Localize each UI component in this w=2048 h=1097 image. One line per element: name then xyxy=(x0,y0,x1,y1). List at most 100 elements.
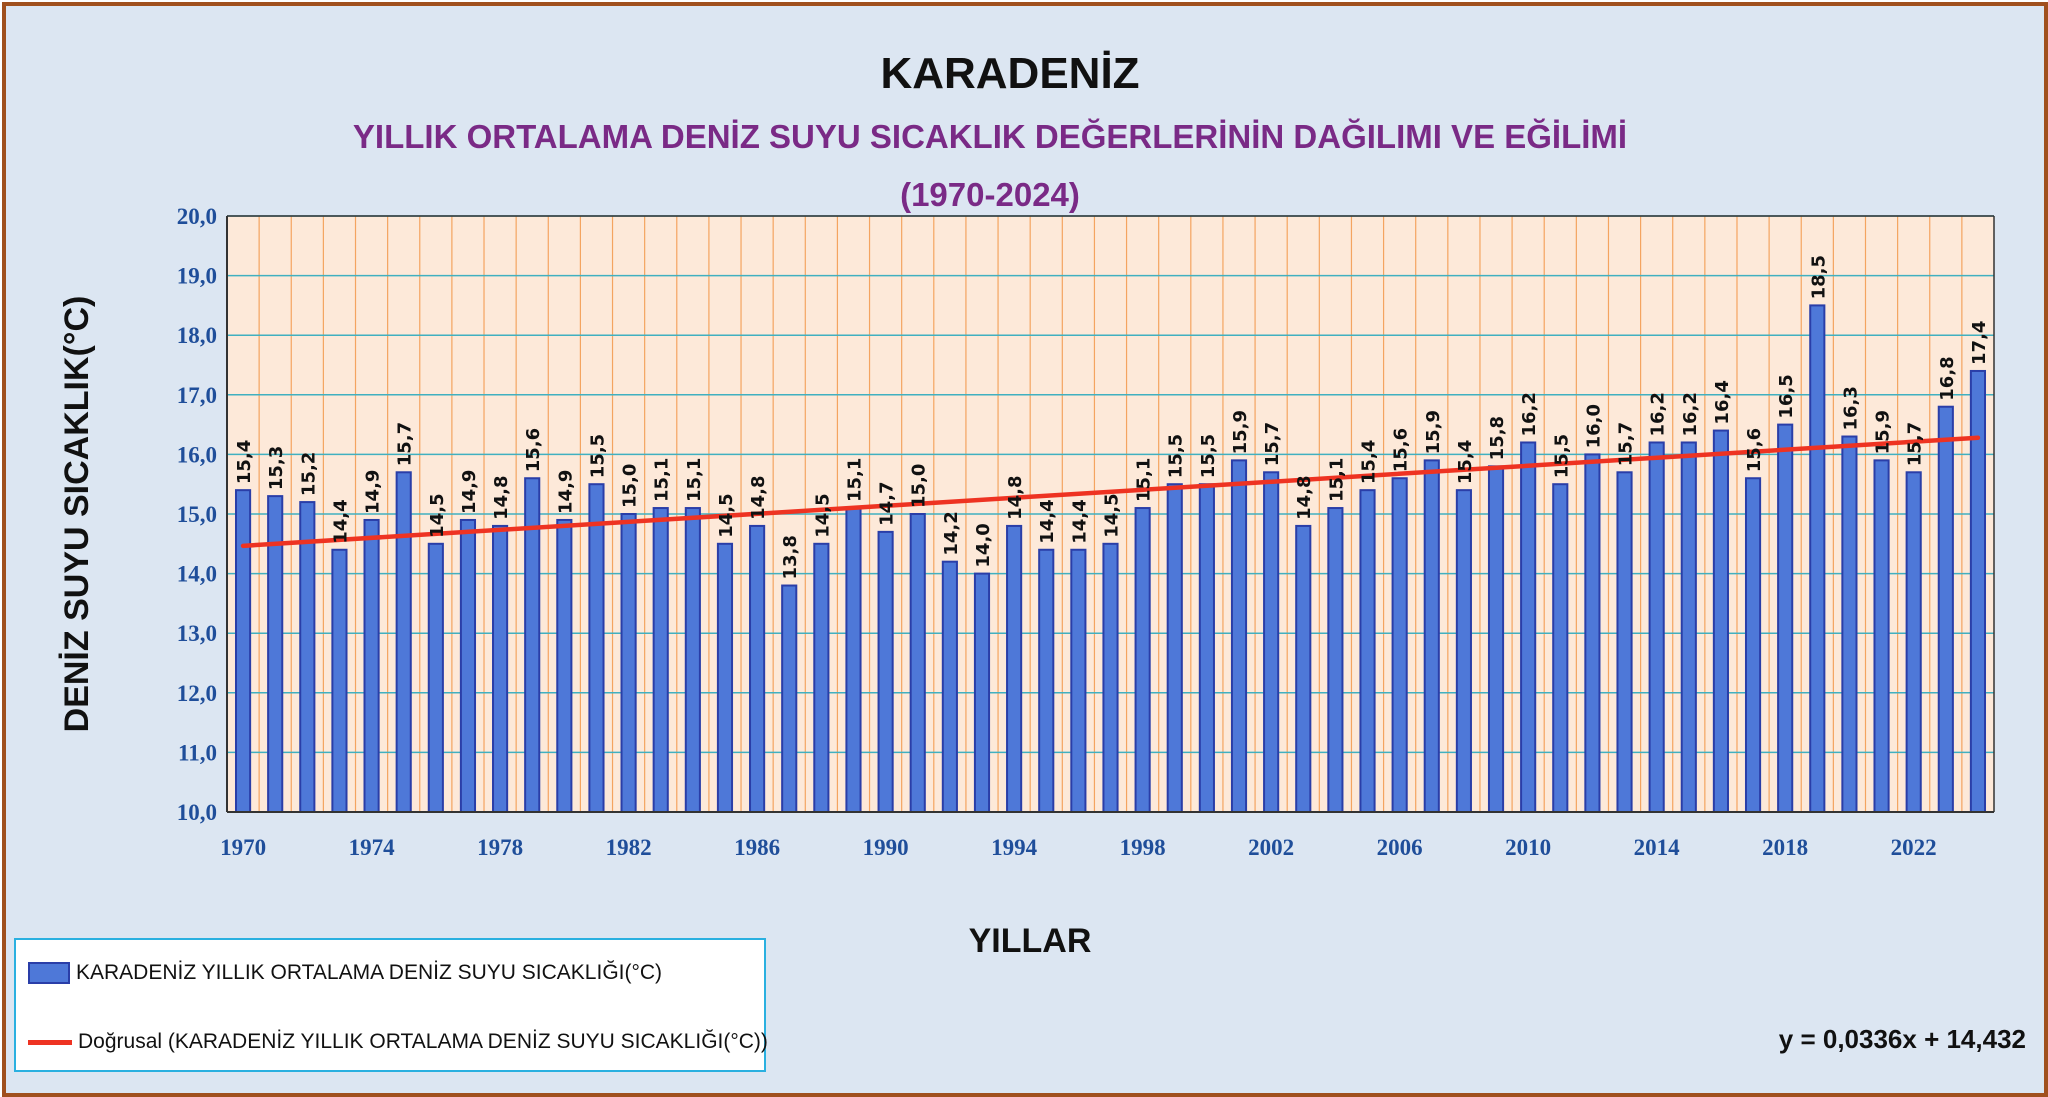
x-tick-label: 2018 xyxy=(1762,835,1808,860)
data-label-1982: 15,0 xyxy=(620,464,641,508)
y-tick-label: 19,0 xyxy=(177,264,217,289)
data-label-2017: 15,6 xyxy=(1744,428,1765,472)
data-label-1984: 15,1 xyxy=(684,458,705,502)
bar-1994 xyxy=(1006,524,1023,813)
bar-1970 xyxy=(234,489,252,813)
y-tick-label: 12,0 xyxy=(177,681,217,706)
data-label-1988: 14,5 xyxy=(812,493,833,537)
data-label-1990: 14,7 xyxy=(877,481,898,525)
data-label-2002: 15,7 xyxy=(1262,422,1283,466)
data-label-1974: 14,9 xyxy=(363,470,384,514)
data-label-1991: 15,0 xyxy=(909,464,930,508)
data-label-1973: 14,4 xyxy=(330,499,351,543)
bar-2016 xyxy=(1712,429,1729,813)
data-label-2008: 15,4 xyxy=(1455,440,1476,484)
bar-1986 xyxy=(749,524,766,813)
bar-1980 xyxy=(556,518,573,814)
y-tick-label: 13,0 xyxy=(177,621,217,646)
trendline-equation: y = 0,0336x + 14,432 xyxy=(1778,1024,2026,1054)
x-tick-label: 1986 xyxy=(734,835,780,860)
x-tick-label: 2010 xyxy=(1505,835,1551,860)
bar-1975 xyxy=(395,471,412,813)
bar-2004 xyxy=(1327,507,1344,813)
bar-2014 xyxy=(1648,441,1665,813)
legend-item-trend: Doğrusal (KARADENİZ YILLIK ORTALAMA DENİ… xyxy=(28,1027,768,1057)
bar-2017 xyxy=(1744,477,1762,813)
data-label-2022: 15,7 xyxy=(1905,422,1926,466)
data-label-1987: 13,8 xyxy=(780,535,801,579)
bar-1987 xyxy=(781,584,798,814)
data-label-2011: 15,5 xyxy=(1551,434,1572,478)
data-label-2009: 15,8 xyxy=(1487,416,1508,460)
y-tick-label: 17,0 xyxy=(177,383,217,408)
y-tick-label: 18,0 xyxy=(177,323,217,348)
bar-2005 xyxy=(1359,489,1376,813)
data-labels: 15,4 15,3 15,2 14,4 14,9 15,7 14,5 14,9 14,8 15,6… xyxy=(234,255,1990,580)
data-label-2000: 15,5 xyxy=(1198,434,1219,478)
data-label-1970: 15,4 xyxy=(234,440,255,484)
bar-2015 xyxy=(1680,441,1697,813)
bar-1996 xyxy=(1070,548,1087,813)
data-label-1986: 14,8 xyxy=(748,475,769,519)
chart-title: KARADENİZ xyxy=(880,49,1139,98)
x-tick-label: 1990 xyxy=(863,835,909,860)
data-label-1992: 14,2 xyxy=(941,511,962,555)
bar-2010 xyxy=(1520,441,1537,813)
legend-trend-swatch xyxy=(28,1039,72,1045)
data-label-2012: 16,0 xyxy=(1583,404,1604,448)
data-label-2020: 16,3 xyxy=(1840,386,1861,430)
x-axis-title: YILLAR xyxy=(969,922,1092,960)
x-tick-label: 2022 xyxy=(1891,835,1937,860)
bar-1974 xyxy=(363,518,380,814)
data-label-2001: 15,9 xyxy=(1230,410,1251,454)
data-label-2013: 15,7 xyxy=(1616,422,1637,466)
x-tick-label: 1970 xyxy=(220,835,266,860)
x-tick-label: 2014 xyxy=(1634,835,1681,860)
data-label-1975: 15,7 xyxy=(395,422,416,466)
y-tick-label: 15,0 xyxy=(177,502,217,527)
bar-1981 xyxy=(588,483,605,813)
data-label-2021: 15,9 xyxy=(1873,410,1894,454)
data-label-1979: 15,6 xyxy=(523,428,544,472)
data-label-1977: 14,9 xyxy=(459,470,480,514)
bar-1977 xyxy=(459,518,477,814)
data-label-2007: 15,9 xyxy=(1423,410,1444,454)
data-label-1996: 14,4 xyxy=(1069,499,1090,543)
bar-2021 xyxy=(1873,459,1890,813)
y-tick-label: 10,0 xyxy=(177,800,217,825)
data-label-1981: 15,5 xyxy=(587,434,608,478)
legend-trend-label: Doğrusal (KARADENİZ YILLIK ORTALAMA DENİ… xyxy=(78,1030,768,1053)
data-label-2018: 16,5 xyxy=(1776,374,1797,418)
chart-subtitle-line1: YILLIK ORTALAMA DENİZ SUYU SICAKLIK DEĞE… xyxy=(353,118,1627,155)
bar-2019 xyxy=(1809,304,1826,813)
data-label-2023: 16,8 xyxy=(1937,356,1958,400)
bar-1982 xyxy=(620,513,637,813)
data-label-1995: 14,4 xyxy=(1037,499,1058,543)
data-label-1985: 14,5 xyxy=(716,493,737,537)
y-tick-labels: 10,0 11,0 12,0 13,0 14,0 15,0 16,0 17,0 18,0 19,0… xyxy=(177,204,217,825)
legend-bars-label: KARADENİZ YILLIK ORTALAMA DENİZ SUYU SIC… xyxy=(76,961,663,984)
y-tick-label: 11,0 xyxy=(178,740,217,765)
data-label-1997: 14,5 xyxy=(1102,493,1123,537)
bar-1997 xyxy=(1102,542,1119,813)
bar-1991 xyxy=(909,513,926,813)
bar-2009 xyxy=(1487,465,1505,813)
data-label-2015: 16,2 xyxy=(1680,392,1701,436)
legend: KARADENİZ YILLIK ORTALAMA DENİZ SUYU SIC… xyxy=(14,938,768,1072)
bar-1972 xyxy=(299,501,316,813)
bar-2013 xyxy=(1616,471,1633,813)
bar-1985 xyxy=(716,542,734,813)
bar-2011 xyxy=(1552,483,1569,813)
bar-2012 xyxy=(1584,453,1601,813)
bar-1998 xyxy=(1134,507,1151,813)
x-tick-label: 1998 xyxy=(1120,835,1166,860)
data-label-1989: 15,1 xyxy=(844,458,865,502)
data-label-1998: 15,1 xyxy=(1134,458,1155,502)
y-axis-title: DENİZ SUYU SICAKLIK(°C) xyxy=(58,296,96,733)
y-tick-label: 20,0 xyxy=(177,204,217,229)
data-label-1993: 14,0 xyxy=(973,523,994,567)
bar-2022 xyxy=(1905,471,1922,813)
bar-1999 xyxy=(1166,483,1183,813)
bar-2023 xyxy=(1937,405,1954,813)
